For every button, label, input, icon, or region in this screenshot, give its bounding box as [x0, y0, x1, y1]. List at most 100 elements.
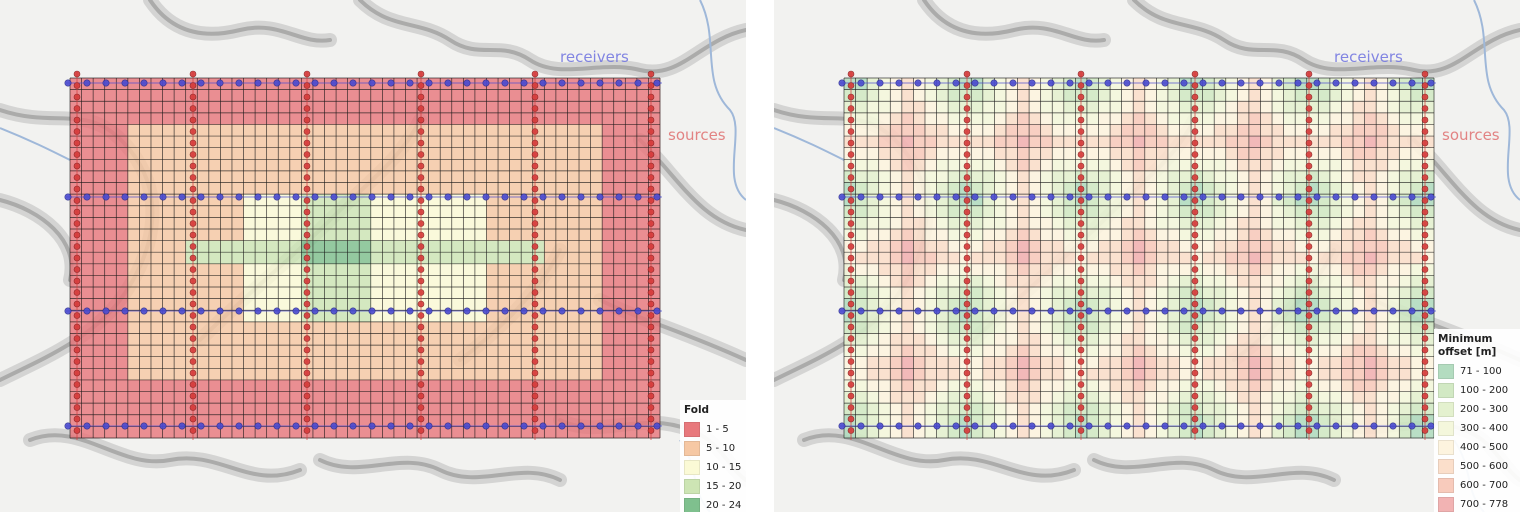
offset-cell [1086, 205, 1099, 218]
fold-cell [648, 112, 661, 125]
offset-cell [1387, 298, 1400, 311]
offset-cell [1225, 379, 1238, 392]
offset-cell [901, 78, 914, 90]
fold-cell [440, 275, 453, 288]
offset-cell [855, 112, 868, 125]
offset-cell [1387, 345, 1400, 358]
source-point [1305, 335, 1313, 342]
min-offset-map[interactable] [774, 0, 1520, 512]
fold-cell [255, 356, 267, 369]
fold-cell [174, 252, 186, 265]
source-point [1191, 139, 1199, 147]
offset-cell [1052, 89, 1065, 102]
fold-cell [393, 403, 406, 416]
source-point [647, 415, 655, 423]
offset-cell [948, 147, 960, 160]
offset-cell [924, 310, 937, 323]
fold-cell [208, 298, 221, 311]
offset-cell [1237, 379, 1250, 392]
offset-cell [1156, 89, 1169, 102]
source-point [1077, 128, 1085, 135]
fold-cell [312, 240, 325, 253]
receiver-point [216, 79, 224, 87]
fold-cell [289, 287, 302, 299]
fold-cell [498, 403, 510, 416]
receiver-point [1180, 422, 1188, 430]
fold-cell [486, 89, 499, 102]
fold-cell [104, 426, 117, 439]
fold-cell [266, 205, 279, 218]
fold-cell [486, 310, 499, 323]
offset-cell [913, 379, 926, 392]
offset-cell [1029, 194, 1041, 207]
source-point [531, 208, 539, 216]
offset-cell [982, 426, 995, 439]
fold-cell [405, 124, 418, 137]
fold-cell [81, 159, 94, 172]
fold-cell [162, 124, 175, 137]
offset-cell [1052, 170, 1065, 183]
fold-map[interactable] [0, 0, 746, 512]
fold-cell [266, 403, 279, 416]
offset-cell [855, 217, 868, 230]
source-point [963, 335, 971, 342]
fold-cell [474, 333, 487, 346]
fold-cell [393, 78, 406, 90]
source-point [847, 254, 855, 262]
fold-cell [324, 252, 337, 265]
offset-cell [1029, 275, 1041, 288]
fold-cell [347, 298, 360, 311]
offset-cell [1202, 217, 1215, 230]
offset-cell [1202, 136, 1215, 148]
offset-cell [1399, 205, 1412, 218]
offset-cell [1364, 321, 1377, 334]
terrain-ridge [917, 0, 1111, 48]
offset-cell [1318, 194, 1331, 207]
min-offset-map-panel[interactable]: receivers sources Minimum offset [m] 71 -… [774, 0, 1520, 512]
offset-cell [1110, 101, 1122, 114]
offset-cell [1156, 321, 1169, 334]
fold-cell [312, 147, 325, 160]
offset-cell [1237, 182, 1250, 195]
offset-cell [1283, 310, 1296, 323]
source-point [963, 358, 971, 365]
source-point [1191, 93, 1199, 101]
offset-cell [1029, 263, 1041, 276]
fold-cell [127, 147, 140, 160]
source-point [1421, 105, 1429, 112]
offset-cell [1353, 78, 1365, 90]
source-point [189, 415, 197, 423]
offset-cell [1144, 287, 1157, 299]
offset-cell [1353, 310, 1365, 323]
survey-points [838, 70, 1435, 434]
fold-cell [544, 78, 557, 90]
fold-cell [567, 124, 580, 137]
offset-cell [1144, 252, 1157, 265]
offset-cell [924, 136, 937, 148]
offset-cell [1167, 263, 1180, 276]
fold-cell [266, 263, 279, 276]
offset-cell [936, 228, 949, 241]
offset-cell [1387, 275, 1400, 288]
offset-cell [1017, 89, 1030, 102]
offset-cell [1341, 426, 1354, 439]
offset-cell [1410, 310, 1423, 323]
source-point [1077, 105, 1085, 112]
receiver-point [178, 422, 186, 430]
receiver-point [254, 79, 262, 87]
fold-cell [544, 252, 557, 265]
offset-cell [1110, 89, 1122, 102]
offset-cell [1248, 240, 1261, 253]
fold-cell [532, 391, 545, 404]
fold-cell [393, 112, 406, 125]
offset-cell [1410, 391, 1423, 404]
offset-cell [1399, 426, 1412, 439]
offset-cell [1110, 333, 1122, 346]
offset-cell [924, 368, 937, 381]
receiver-point [1427, 79, 1435, 87]
fold-cell [127, 124, 140, 137]
fold-map-panel[interactable]: receivers sources Fold 1 - 5 5 - 10 10 -… [0, 0, 746, 512]
offset-cell [948, 194, 960, 207]
offset-cell [1040, 403, 1053, 416]
offset-cell [1329, 89, 1342, 102]
